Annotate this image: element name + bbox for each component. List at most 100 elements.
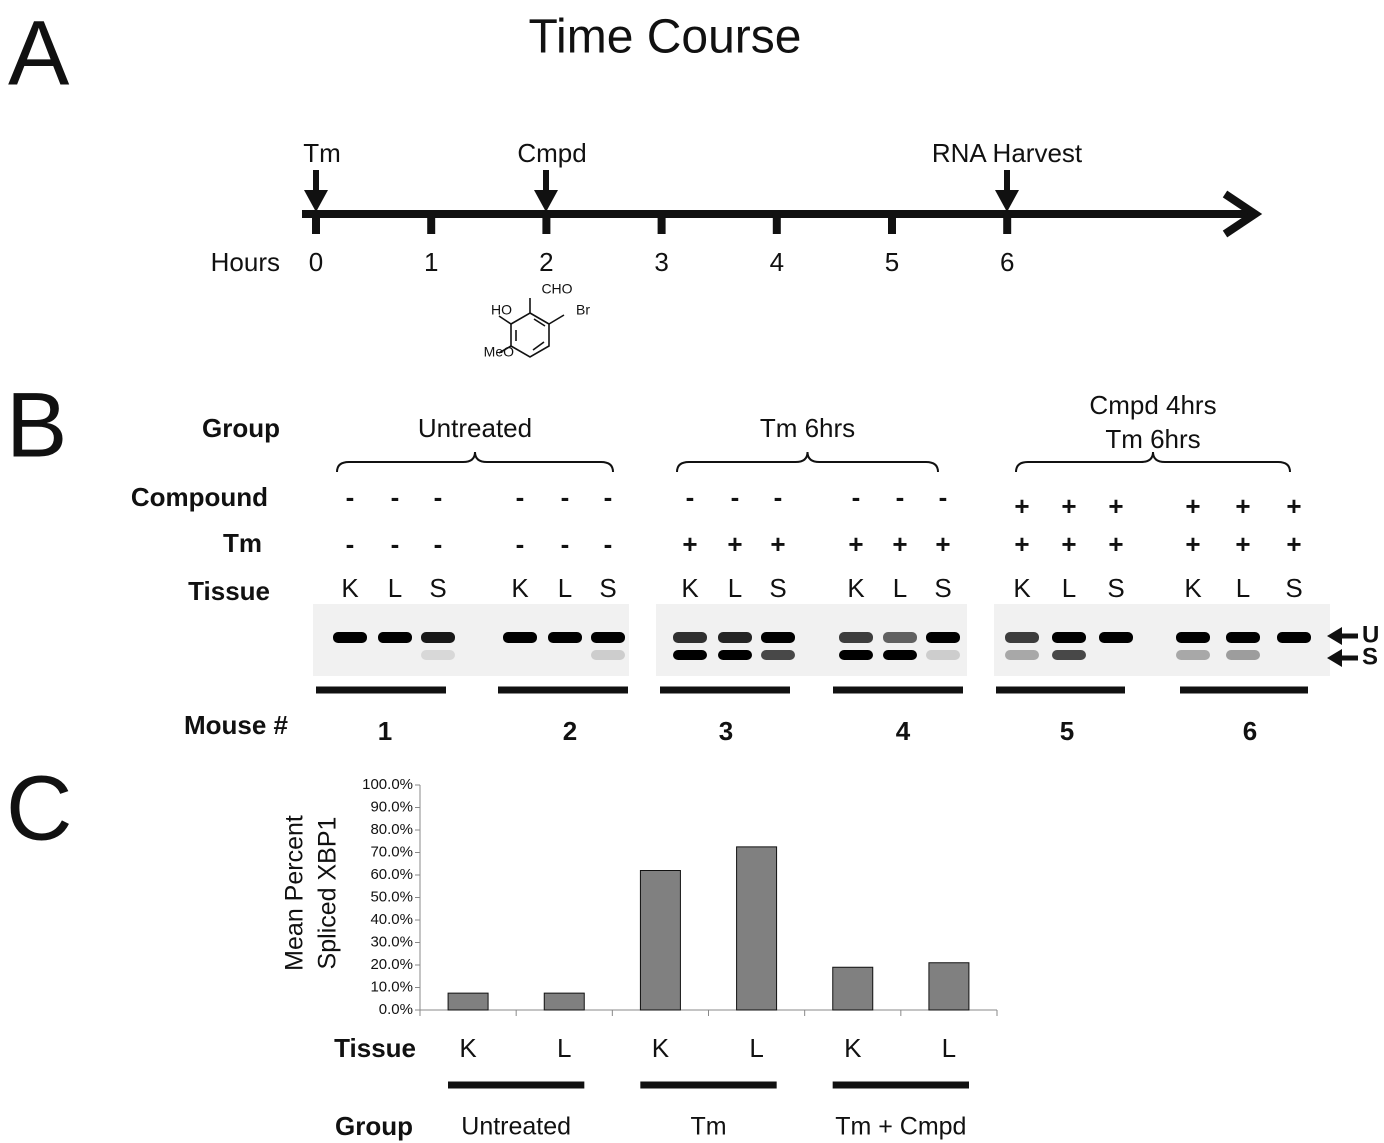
compound-sign: -: [731, 482, 740, 512]
compound-sign: -: [604, 482, 613, 512]
y-axis-label: Mean Percent: [281, 815, 309, 971]
tm-sign: -: [604, 529, 613, 559]
tm-sign: +: [1108, 529, 1123, 559]
y-tick-label: 80.0%: [370, 821, 413, 838]
group-label: Untreated: [418, 413, 532, 443]
tm-sign: -: [391, 529, 400, 559]
y-tick-label: 50.0%: [370, 888, 413, 905]
band-unspliced: [761, 632, 795, 643]
compound-sign: -: [939, 482, 948, 512]
band-unspliced: [378, 632, 412, 643]
tm-sign: +: [1014, 529, 1029, 559]
tissue-label: K: [847, 573, 865, 603]
structure-label: MeO: [484, 344, 514, 360]
bar: [544, 993, 584, 1010]
compound-sign: +: [1185, 491, 1200, 521]
tm-sign: -: [561, 529, 570, 559]
row-label: Tissue: [188, 576, 270, 606]
group-label: Tm 6hrs: [1105, 424, 1200, 454]
band-spliced: [1176, 650, 1210, 660]
band-unspliced: [1277, 632, 1311, 643]
compound-sign: +: [1061, 491, 1076, 521]
tm-sign: +: [770, 529, 785, 559]
structure-label: HO: [491, 302, 512, 318]
structure-label: CHO: [541, 281, 572, 297]
y-tick-label: 20.0%: [370, 956, 413, 973]
band-spliced: [926, 650, 960, 660]
group-label: Tm: [690, 1113, 726, 1141]
hour-label: 0: [309, 247, 323, 277]
band-unspliced: [1052, 632, 1086, 643]
group-brace: [677, 452, 938, 472]
compound-sign: -: [852, 482, 861, 512]
tissue-label: L: [1062, 573, 1076, 603]
compound-sign: -: [434, 482, 443, 512]
hour-label: 5: [885, 247, 899, 277]
compound-sign: -: [346, 482, 355, 512]
compound-sign: +: [1286, 491, 1301, 521]
compound-sign: -: [391, 482, 400, 512]
mouse-number: 2: [563, 716, 577, 746]
tm-sign: -: [434, 529, 443, 559]
tm-sign: +: [727, 529, 742, 559]
tm-sign: +: [1286, 529, 1301, 559]
compound-sign: +: [1014, 491, 1029, 521]
mouse-number: 6: [1243, 716, 1257, 746]
hour-label: 2: [539, 247, 553, 277]
compound-sign: -: [774, 482, 783, 512]
event-label: RNA Harvest: [932, 138, 1083, 168]
mouse-number: 3: [719, 716, 733, 746]
y-tick-label: 10.0%: [370, 978, 413, 995]
x-tick-label: K: [459, 1033, 477, 1063]
band-label: S: [1362, 643, 1378, 670]
bar: [833, 967, 873, 1010]
x-tick-label: L: [749, 1033, 763, 1063]
tissue-label: L: [558, 573, 572, 603]
x-tick-label: K: [844, 1033, 862, 1063]
tm-sign: +: [1235, 529, 1250, 559]
band-spliced: [1052, 650, 1086, 660]
tm-sign: -: [346, 529, 355, 559]
band-unspliced: [591, 632, 625, 643]
band-spliced: [883, 650, 917, 660]
mouse-number: 4: [896, 716, 911, 746]
hour-label: 6: [1000, 247, 1014, 277]
band-unspliced: [1005, 632, 1039, 643]
y-axis-label: Spliced XBP1: [314, 817, 342, 970]
mouse-number: 5: [1060, 716, 1074, 746]
tissue-label: L: [1236, 573, 1250, 603]
panel-letter: C: [6, 757, 72, 859]
y-tick-label: 0.0%: [379, 1001, 413, 1018]
tissue-label: S: [599, 573, 616, 603]
group-label: Cmpd 4hrs: [1089, 390, 1216, 420]
tissue-label: L: [388, 573, 402, 603]
tm-sign: +: [1061, 529, 1076, 559]
y-tick-label: 70.0%: [370, 843, 413, 860]
hour-label: 4: [770, 247, 784, 277]
compound-sign: -: [896, 482, 905, 512]
band-unspliced: [673, 632, 707, 643]
tissue-label: K: [681, 573, 699, 603]
band-spliced: [761, 650, 795, 660]
tissue-label: K: [1184, 573, 1202, 603]
y-tick-label: 60.0%: [370, 866, 413, 883]
hour-label: 3: [654, 247, 668, 277]
tissue-label: K: [1013, 573, 1031, 603]
tissue-label: S: [934, 573, 951, 603]
band-spliced: [718, 650, 752, 660]
compound-sign: -: [516, 482, 525, 512]
compound-sign: +: [1108, 491, 1123, 521]
tm-sign: +: [935, 529, 950, 559]
band-unspliced: [421, 632, 455, 643]
row-label: Mouse #: [184, 710, 289, 740]
event-label: Cmpd: [517, 138, 586, 168]
panel-letter: B: [6, 374, 67, 476]
group-label: Untreated: [461, 1113, 571, 1141]
row-label: Tm: [223, 528, 262, 558]
tm-sign: +: [892, 529, 907, 559]
compound-sign: -: [561, 482, 570, 512]
band-spliced: [1005, 650, 1039, 660]
y-tick-label: 90.0%: [370, 798, 413, 815]
axis-label: Hours: [211, 247, 280, 277]
band-spliced: [673, 650, 707, 660]
